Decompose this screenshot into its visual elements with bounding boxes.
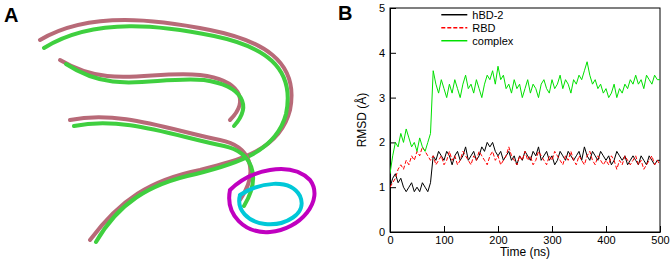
panel-b: B 0 100 200 300 400 500 0 1 2 3 4 5 Time (ns) RMSD (Å)…: [338, 2, 670, 259]
x-tick-mark: [444, 226, 445, 232]
x-tick-label: 500: [651, 234, 669, 246]
y-axis-title: RMSD (Å): [354, 93, 369, 148]
panel-label: A: [4, 4, 18, 26]
panel-label: B: [338, 2, 352, 24]
y-tick: 1: [379, 181, 396, 193]
x-tick: 300: [543, 226, 561, 246]
x-tick-label: 200: [489, 234, 507, 246]
x-tick: 100: [435, 226, 453, 246]
x-tick-mark: [606, 226, 607, 232]
series-line: [390, 62, 660, 174]
y-tick-mark: [390, 8, 396, 9]
x-tick: 500: [651, 226, 669, 246]
x-tick: 200: [489, 226, 507, 246]
legend-swatch: [441, 40, 467, 42]
legend-swatch: [441, 14, 467, 16]
y-tick-label: 0: [379, 226, 385, 238]
x-tick-label: 400: [597, 234, 615, 246]
legend-label: complex: [472, 35, 513, 47]
y-tick: 3: [379, 92, 396, 104]
y-axis: 0 1 2 3 4 5: [379, 2, 396, 238]
ribbon: [74, 123, 253, 206]
x-axis-title: Time (ns): [500, 245, 550, 259]
x-tick-label: 300: [543, 234, 561, 246]
series-line: [390, 147, 660, 187]
ribbon: [60, 60, 240, 120]
y-tick-mark: [390, 53, 396, 54]
y-tick-mark: [390, 98, 396, 99]
y-tick-label: 4: [379, 47, 385, 59]
series-line: [390, 142, 660, 191]
y-tick-label: 3: [379, 92, 385, 104]
ribbon: [239, 184, 301, 224]
legend-entry: hBD-2: [441, 9, 503, 21]
ribbon: [40, 20, 292, 240]
panel-a: A: [4, 4, 314, 242]
x-axis-line: [391, 232, 661, 233]
y-tick: 5: [379, 2, 396, 14]
y-tick-label: 2: [379, 136, 385, 148]
x-tick-label: 0: [387, 234, 393, 246]
x-tick-mark: [552, 226, 553, 232]
y-axis-line: [390, 9, 391, 233]
plot-frame: [390, 8, 660, 232]
x-tick: 400: [597, 226, 615, 246]
y-tick-mark: [390, 232, 396, 233]
ribbon: [229, 169, 314, 232]
y-tick: 2: [379, 136, 396, 148]
y-tick-label: 1: [379, 181, 385, 193]
legend-label: RBD: [472, 22, 495, 34]
figure: A B 0 100 200 300 400 500 0 1 2 3 4 5 Time (ns) RMSD (Å…: [0, 0, 670, 261]
ribbon: [44, 26, 288, 242]
x-tick-label: 100: [435, 234, 453, 246]
legend-entry: complex: [441, 35, 513, 47]
x-tick-mark: [660, 226, 661, 232]
y-tick: 4: [379, 47, 396, 59]
legend-label: hBD-2: [472, 9, 503, 21]
legend-swatch: [441, 27, 467, 29]
legend-entry: RBD: [441, 22, 495, 34]
y-tick: 0: [379, 226, 396, 238]
x-tick-mark: [498, 226, 499, 232]
y-tick-mark: [390, 187, 396, 188]
x-axis: 0 100 200 300 400 500: [387, 226, 669, 246]
y-tick-label: 5: [379, 2, 385, 14]
legend: hBD-2RBDcomplex: [441, 9, 513, 47]
plot-lines: [390, 62, 660, 192]
